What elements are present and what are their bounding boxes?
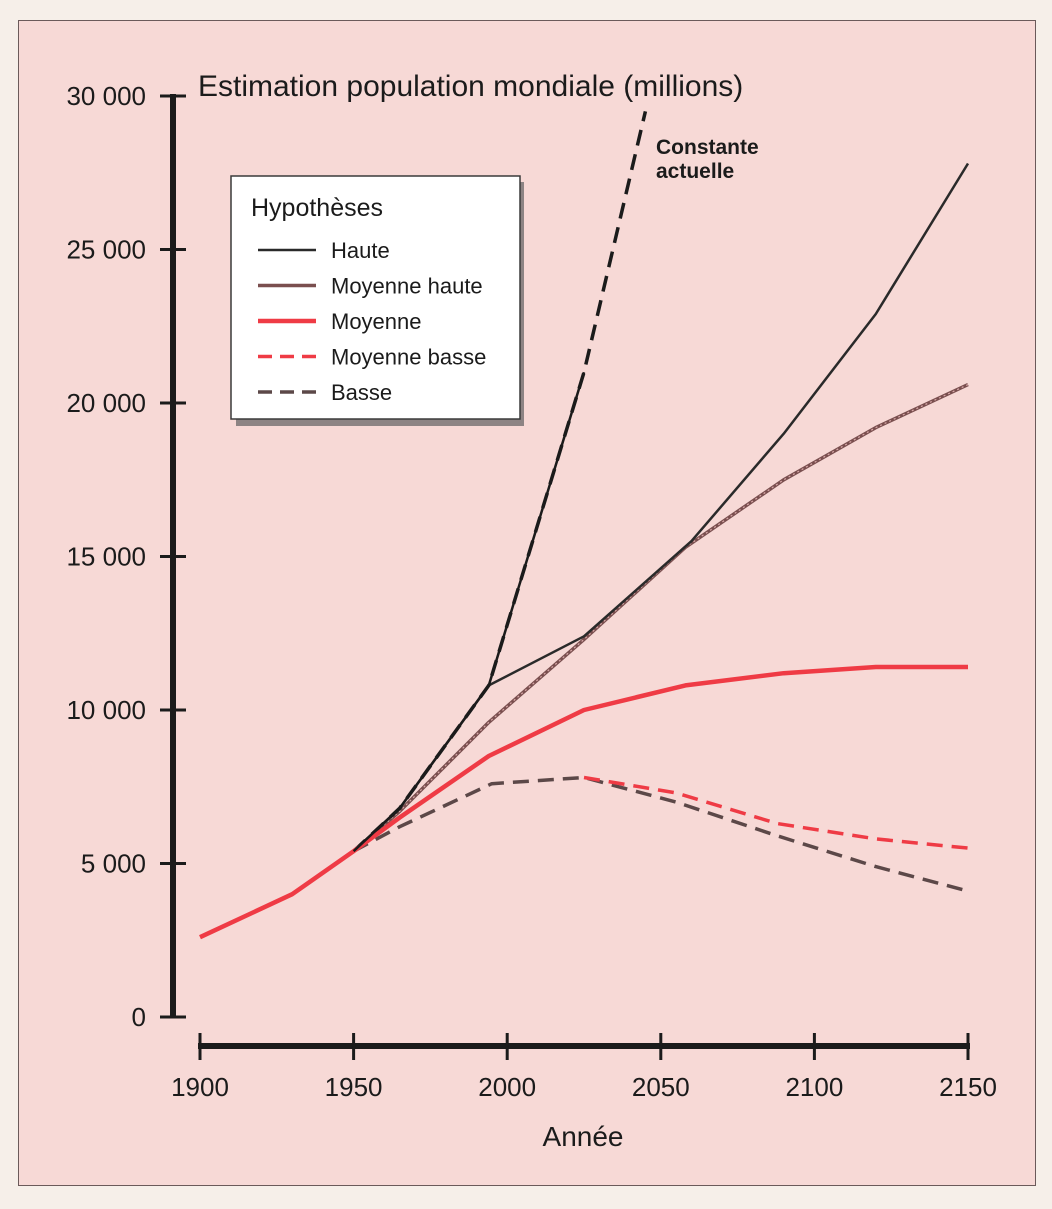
legend-label: Moyenne basse [331,345,486,370]
series-layer [199,110,970,940]
y-tick-label: 10 000 [66,695,146,725]
x-axis-label: Année [543,1121,624,1152]
x-tick-label: 2150 [939,1072,997,1102]
axes: 0 5 000 10 000 15 000 20 000 25 000 30 000 1900… [66,81,996,1102]
series-line-moyenne-basse [583,775,969,850]
legend: Hypothèses Haute Moyenne haute Moyenne Moyen… [230,175,524,426]
x-tick-label: 1950 [325,1072,383,1102]
series-line-basse [352,775,969,893]
legend-title: Hypothèses [251,194,383,222]
y-tick-label: 15 000 [66,542,146,572]
legend-label: Moyenne [331,309,422,334]
chart-title: Estimation population mondiale (millions… [198,70,743,103]
series-line-constante-actuelle-solid [352,371,586,853]
legend-label: Haute [331,238,390,263]
legend-label: Moyenne haute [331,274,483,299]
annotation-constante-actuelle: Constante [656,136,759,159]
annotation-constante-actuelle: actuelle [656,160,734,183]
legend-label: Basse [331,380,392,405]
series-line-moyenne-haute [352,383,969,853]
y-tick-label: 20 000 [66,388,146,418]
x-tick-label: 1900 [171,1072,229,1102]
legend-box [230,175,521,420]
y-tick-label: 5 000 [81,849,146,879]
x-tick-label: 2000 [478,1072,536,1102]
y-tick-label: 25 000 [66,235,146,265]
series-line-moyenne [199,664,968,940]
chart-frame [18,20,1036,1186]
y-tick-label: 0 [132,1002,146,1032]
x-tick-label: 2050 [632,1072,690,1102]
y-tick-label: 30 000 [66,81,146,111]
x-tick-label: 2100 [785,1072,843,1102]
series-line-moyenne-haute-texture [353,384,969,852]
